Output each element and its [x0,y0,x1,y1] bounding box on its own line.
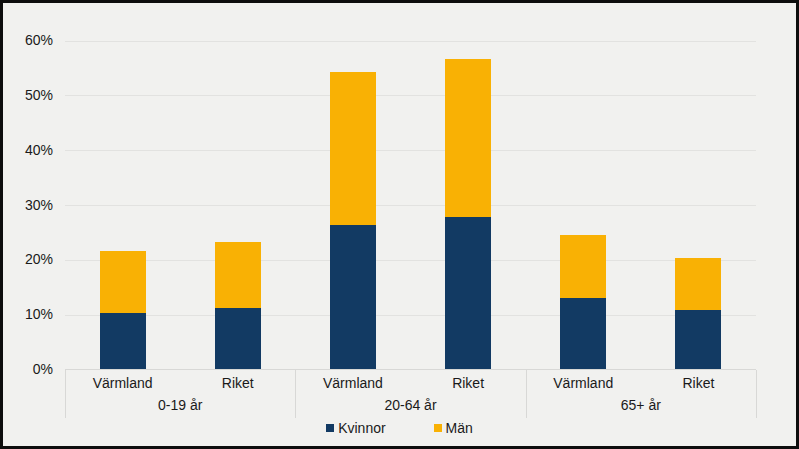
bar-group [65,3,295,369]
legend: Kvinnor Män [3,420,796,436]
bar-slot [180,3,295,369]
bar-slot [411,3,526,369]
legend-label-kvinnor: Kvinnor [338,420,385,436]
x-group-label: 65+ år [526,395,756,418]
axis-group-separator [526,370,527,418]
axis-group-separator [65,370,66,418]
x-label-group: VärmlandRiket [295,372,525,395]
legend-item-man: Män [434,420,473,436]
y-axis-tick-label: 60% [3,32,53,48]
legend-label-man: Män [446,420,473,436]
axis-group-separator [295,370,296,418]
bar-segment-mn [560,235,606,298]
x-category-label: Riket [411,372,526,395]
y-axis-tick-label: 10% [3,306,53,322]
bar-slot [65,3,180,369]
bar-segment-kvinnor [100,313,146,370]
legend-swatch-kvinnor-icon [326,424,334,432]
x-group-label: 20-64 år [295,395,525,418]
stacked-bar-värmland [560,235,606,369]
stacked-bar-riket [675,258,721,369]
bar-segment-mn [445,59,491,217]
x-category-label: Värmland [526,372,641,395]
axis-group-separator [756,370,757,418]
bar-segment-kvinnor [215,308,261,369]
x-category-label: Värmland [65,372,180,395]
x-category-label: Riket [641,372,756,395]
plot-area [65,3,756,370]
bar-segment-mn [100,251,146,312]
y-axis-tick-label: 20% [3,251,53,267]
y-axis-tick-label: 50% [3,87,53,103]
x-label-group: VärmlandRiket [65,372,295,395]
x-label-group: VärmlandRiket [526,372,756,395]
legend-swatch-man-icon [434,424,442,432]
x-category-label: Värmland [295,372,410,395]
bar-segment-mn [675,258,721,311]
bar-slot [295,3,410,369]
y-axis-tick-label: 40% [3,142,53,158]
bar-segment-kvinnor [560,298,606,369]
x-category-label-row: VärmlandRiketVärmlandRiketVärmlandRiket [65,372,756,395]
x-group-label: 0-19 år [65,395,295,418]
bar-slot [641,3,756,369]
bar-segment-mn [330,72,376,225]
stacked-bar-chart: VärmlandRiketVärmlandRiketVärmlandRiket … [0,0,799,449]
stacked-bar-värmland [100,251,146,369]
bar-slot [526,3,641,369]
bar-segment-kvinnor [675,310,721,369]
bar-group [526,3,756,369]
x-category-label: Riket [180,372,295,395]
stacked-bar-värmland [330,72,376,369]
bar-segment-kvinnor [330,225,376,369]
bar-segment-kvinnor [445,217,491,369]
legend-item-kvinnor: Kvinnor [326,420,385,436]
stacked-bar-riket [445,59,491,369]
y-axis-tick-label: 30% [3,197,53,213]
stacked-bar-riket [215,242,261,369]
y-axis-tick-label: 0% [3,361,53,377]
bar-segment-mn [215,242,261,308]
bar-group [295,3,525,369]
x-group-label-row: 0-19 år20-64 år65+ år [65,395,756,418]
